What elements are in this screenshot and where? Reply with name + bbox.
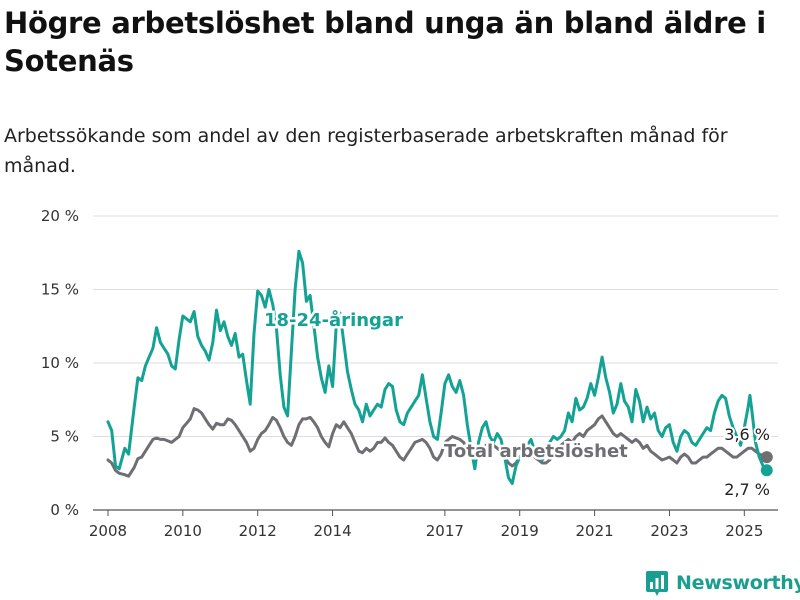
y-tick-label: 15 % xyxy=(41,281,79,299)
brand-name: Newsworthy xyxy=(676,572,800,594)
x-tick-label: 2023 xyxy=(650,522,688,540)
y-tick-label: 20 % xyxy=(41,207,79,225)
y-tick-label: 0 % xyxy=(50,501,79,519)
x-tick-label: 2012 xyxy=(239,522,277,540)
series-label: 18-24-åringar xyxy=(264,309,403,331)
x-tick-label: 2025 xyxy=(725,522,763,540)
x-tick-label: 2019 xyxy=(501,522,539,540)
chart-subtitle: Arbetssökande som andel av den registerb… xyxy=(4,125,728,177)
end-point-marker xyxy=(760,451,773,464)
end-value-label: 2,7 % xyxy=(724,480,770,499)
y-axis-labels: 0 % 5 % 10 % 15 % 20 % xyxy=(41,207,79,519)
chart-title: Högre arbetslöshet bland unga än bland ä… xyxy=(4,6,766,78)
line-chart: 0 %5 %10 %15 %20 % 2008 2010 2012 2014 2017 2… xyxy=(41,207,778,540)
x-tick-label: 2008 xyxy=(89,522,127,540)
series-line xyxy=(106,249,769,485)
bar-chart-logo-icon xyxy=(646,571,668,596)
annotations: 18-24-åringar Total arbetslöshet 3,6 % 2,7 … xyxy=(262,307,773,501)
y-tick-label: 5 % xyxy=(50,428,79,446)
series-line xyxy=(106,407,769,478)
x-axis: 2008 2010 2012 2014 2017 2019 2021 2023 2025 xyxy=(89,510,763,540)
series-label: Total arbetslöshet xyxy=(444,441,628,462)
end-point-marker xyxy=(760,464,773,477)
brand-logo: Newsworthy xyxy=(644,568,800,598)
grid-lines xyxy=(93,215,778,511)
x-tick-label: 2010 xyxy=(164,522,202,540)
x-tick-label: 2017 xyxy=(426,522,464,540)
x-tick-label: 2021 xyxy=(575,522,613,540)
y-tick-label: 10 % xyxy=(41,354,79,372)
series-lines xyxy=(106,249,769,485)
x-tick-label: 2014 xyxy=(313,522,351,540)
end-value-label: 3,6 % xyxy=(724,425,770,444)
